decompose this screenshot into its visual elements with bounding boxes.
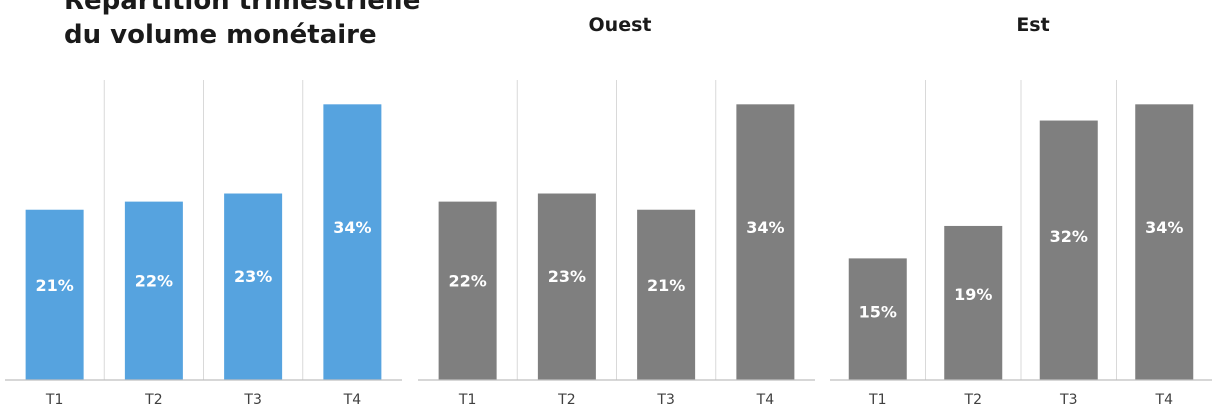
bar-t1 <box>438 201 497 380</box>
bar-t2 <box>124 201 183 380</box>
data-label: 34% <box>1145 218 1183 237</box>
x-tick-label: T2 <box>557 392 575 408</box>
x-tick-label: T4 <box>756 392 775 408</box>
x-tick-label: T1 <box>458 392 476 408</box>
bar-t3 <box>224 193 283 380</box>
bar-t1 <box>848 258 907 380</box>
data-label: 22% <box>448 271 486 290</box>
x-tick-label: T3 <box>1059 392 1077 408</box>
panel-title-ouest: Ouest <box>588 14 652 36</box>
chart-panel-1: 21% T1 22% T2 23% T3 34% T4 <box>5 80 402 408</box>
data-label: 34% <box>333 218 371 237</box>
main-title-line-2: du volume monétaire <box>64 20 377 50</box>
bar-t2 <box>537 193 596 380</box>
main-title: Répartition trimestrielle du volume moné… <box>64 0 420 52</box>
bar-t4 <box>736 104 795 380</box>
data-label: 22% <box>135 271 173 290</box>
data-label: 15% <box>859 303 897 322</box>
data-label: 32% <box>1050 227 1088 246</box>
data-label: 21% <box>35 276 73 295</box>
bar-t1 <box>25 209 84 380</box>
panel-title-est: Est <box>1016 14 1050 36</box>
x-tick-label: T2 <box>144 392 162 408</box>
data-label: 19% <box>954 285 992 304</box>
bar-t3 <box>1039 120 1098 381</box>
chart-panel-3: 15% T1 19% T2 32% T3 34% T4 <box>830 80 1212 408</box>
bar-t4 <box>323 104 382 380</box>
chart-panel-2: 22% T1 23% T2 21% T3 34% T4 <box>418 80 815 408</box>
data-label: 23% <box>548 267 586 286</box>
x-tick-label: T1 <box>868 392 886 408</box>
x-tick-label: T4 <box>343 392 362 408</box>
bar-t3 <box>637 209 696 380</box>
bar-t4 <box>1135 104 1194 380</box>
x-tick-label: T3 <box>656 392 674 408</box>
x-tick-label: T3 <box>243 392 261 408</box>
x-tick-label: T4 <box>1155 392 1174 408</box>
data-label: 21% <box>647 276 685 295</box>
x-tick-label: T1 <box>45 392 63 408</box>
x-tick-label: T2 <box>964 392 982 408</box>
bar-t2 <box>944 225 1003 380</box>
data-label: 34% <box>746 218 784 237</box>
main-title-line-1: Répartition trimestrielle <box>64 0 421 16</box>
data-label: 23% <box>234 267 272 286</box>
